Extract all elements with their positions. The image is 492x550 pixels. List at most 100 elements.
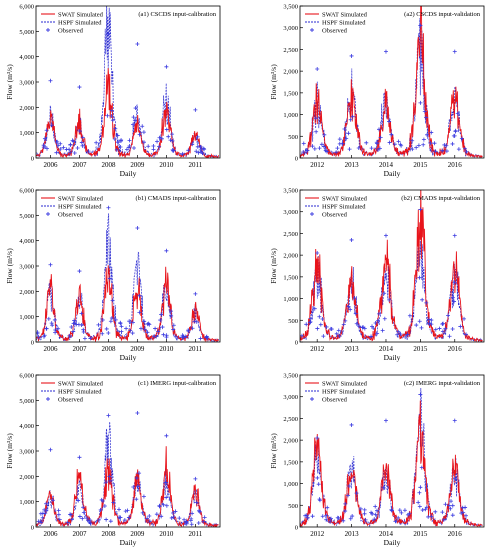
observed-point (307, 320, 312, 325)
legend-hspf-label: HSPF Simulated (322, 389, 366, 396)
observed-point (336, 515, 341, 520)
observed-point (462, 316, 467, 321)
observed-point (453, 129, 458, 134)
x-axis-label: Daily (120, 353, 137, 362)
observed-point (335, 146, 340, 151)
observed-point (447, 503, 452, 508)
observed-point (417, 504, 422, 509)
observed-point (195, 134, 200, 139)
observed-point (396, 329, 401, 334)
legend-observed-label: Observed (58, 212, 84, 219)
observed-point (416, 143, 421, 148)
observed-point (373, 512, 378, 517)
observed-point (341, 322, 346, 327)
observed-point (346, 304, 351, 309)
observed-point (328, 519, 333, 524)
series-hspf-line (36, 213, 219, 342)
y-tick-label: 3,500 (283, 373, 298, 380)
observed-point (58, 146, 63, 151)
observed-point (130, 122, 135, 127)
plot-area (300, 387, 483, 527)
x-tick-label: 2009 (130, 161, 145, 169)
legend-observed-label: Observed (322, 397, 348, 404)
observed-point (53, 327, 58, 332)
observed-point (49, 321, 54, 326)
observed-point (119, 324, 124, 329)
observed-point (353, 311, 358, 316)
observed-point (389, 507, 394, 512)
x-tick-label: 2015 (413, 345, 428, 353)
y-tick-label: 1,000 (283, 481, 298, 488)
observed-point (420, 508, 425, 513)
observed-point (414, 145, 419, 150)
observed-point (124, 147, 129, 152)
observed-point (348, 117, 353, 122)
observed-point (449, 499, 454, 504)
observed-point (348, 516, 353, 521)
observed-point (456, 147, 461, 152)
plot-frame (35, 189, 221, 343)
observed-point (348, 307, 353, 312)
observed-point (433, 327, 438, 332)
observed-point (420, 297, 425, 302)
observed-point (159, 312, 164, 317)
observed-point (396, 515, 401, 520)
legend-swat-label: SWAT Simulated (322, 196, 368, 203)
observed-point (106, 331, 111, 336)
observed-point (318, 322, 323, 327)
x-tick-label: 2014 (379, 161, 394, 169)
observed-point (417, 319, 422, 324)
y-tick-label: 0 (295, 525, 298, 532)
observed-point (146, 144, 151, 149)
observed-point (418, 100, 423, 105)
chart-panel-a1: 0 1,000 2,000 3,000 4,000 5,000 6,000 2006 2007 2… (5, 4, 221, 178)
series-swat-line (36, 265, 219, 342)
y-tick-label: 5,000 (19, 213, 34, 220)
observed-point (119, 329, 124, 334)
observed-point (343, 509, 348, 514)
observed-point (41, 334, 46, 339)
x-tick-label: 2016 (448, 530, 463, 538)
plot-area (36, 6, 220, 158)
plot-frame (35, 374, 221, 528)
observed-point (126, 515, 131, 520)
observed-point (444, 149, 449, 154)
x-tick-label: 2013 (345, 161, 360, 169)
legend-observed-swatch (310, 28, 314, 32)
observed-point (337, 137, 342, 142)
x-tick-label: 2006 (43, 530, 58, 538)
observed-point (110, 118, 115, 123)
observed-point (79, 140, 84, 145)
observed-point (142, 319, 147, 324)
x-axis-label: Daily (384, 353, 401, 362)
y-axis-label: Flow (m³/s) (269, 433, 278, 469)
x-tick-label: 2006 (43, 161, 58, 169)
observed-point (452, 233, 457, 238)
observed-point (100, 331, 105, 336)
observed-point (316, 482, 321, 487)
observed-point (67, 333, 72, 338)
observed-point (343, 318, 348, 323)
observed-point (375, 331, 380, 336)
x-tick-label: 2011 (188, 161, 202, 169)
observed-point (94, 140, 99, 145)
observed-point (140, 124, 145, 129)
observed-point (81, 327, 86, 332)
observed-point (77, 128, 82, 133)
observed-point (424, 505, 429, 510)
observed-point (193, 476, 198, 481)
observed-point (453, 476, 458, 481)
observed-point (337, 334, 342, 339)
legend-observed-label: Observed (58, 397, 84, 404)
observed-point (303, 513, 308, 518)
observed-point (127, 144, 132, 149)
y-tick-label: 4,000 (19, 423, 34, 430)
observed-point (48, 262, 53, 267)
observed-point (444, 143, 449, 148)
legend-observed-swatch (310, 212, 314, 216)
observed-point (151, 147, 156, 152)
observed-point (459, 511, 464, 516)
observed-point (77, 269, 82, 274)
observed-point (109, 108, 114, 113)
observed-point (44, 326, 49, 331)
